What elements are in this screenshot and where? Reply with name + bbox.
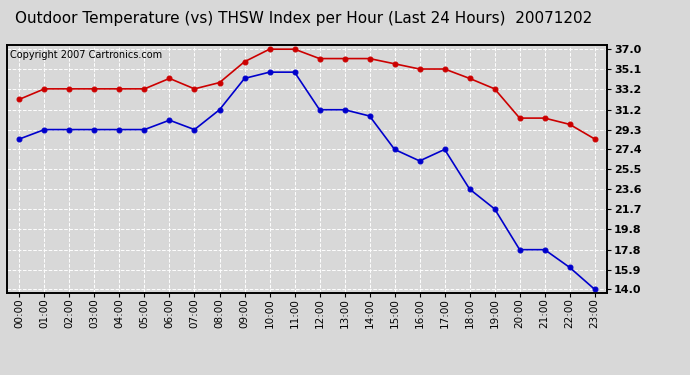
Text: Copyright 2007 Cartronics.com: Copyright 2007 Cartronics.com bbox=[10, 50, 162, 60]
Text: Outdoor Temperature (vs) THSW Index per Hour (Last 24 Hours)  20071202: Outdoor Temperature (vs) THSW Index per … bbox=[15, 11, 592, 26]
